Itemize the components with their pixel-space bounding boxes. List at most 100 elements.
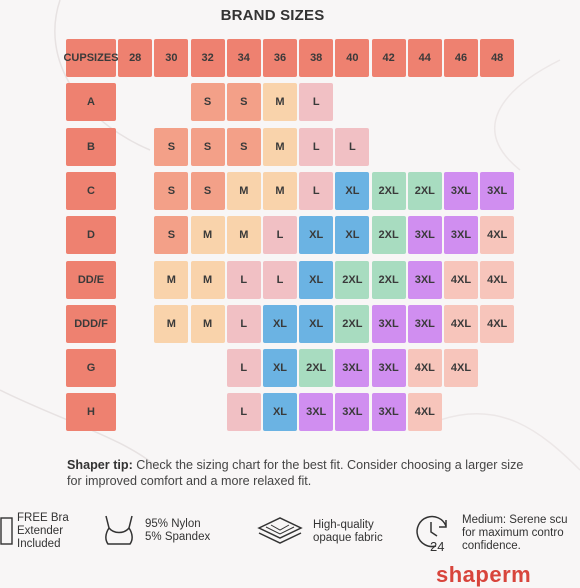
feature-text-compression: Medium: Serene scu for maximum contro co…	[462, 514, 568, 552]
feature-text-fabric-blend: 95% Nylon 5% Spandex	[145, 518, 211, 543]
size-cell: 3XL	[480, 171, 515, 210]
cup-sizes-header: CUP SIZES	[63, 39, 119, 77]
shaper-tip-label: Shaper tip:	[67, 458, 133, 472]
size-cell: L	[299, 83, 334, 122]
size-cell: 4XL	[444, 349, 478, 388]
size-cell: 3XL	[371, 393, 406, 432]
size-cell: L	[226, 260, 261, 299]
size-cell: XL	[335, 216, 370, 255]
size-cell: L	[299, 127, 334, 166]
band-size-header-28: 28	[118, 39, 153, 77]
cup-row-header: H	[66, 393, 116, 432]
size-cell: 3XL	[407, 260, 442, 299]
band-size-header-40: 40	[335, 39, 370, 77]
cup-row-header: A	[66, 83, 116, 122]
size-cell: M	[226, 216, 261, 255]
size-cell: 3XL	[371, 349, 406, 388]
size-cell: S	[226, 127, 261, 166]
size-cell: XL	[299, 304, 334, 343]
band-size-header-32: 32	[190, 39, 225, 77]
feature-strip: FREE Bra Extender Included 95% Nylon 5% …	[0, 508, 580, 568]
cup-row-header: C	[66, 171, 116, 210]
band-size-header-46: 46	[444, 39, 478, 77]
brand-logo-text: shaperm	[436, 562, 532, 587]
size-cell: 4XL	[407, 349, 442, 388]
size-cell: M	[190, 304, 225, 343]
size-cell: M	[154, 304, 189, 343]
size-cell: M	[190, 260, 225, 299]
band-size-header-44: 44	[407, 39, 442, 77]
size-cell: XL	[299, 260, 334, 299]
size-cell: M	[263, 83, 297, 122]
size-cell: S	[154, 127, 189, 166]
size-cell: L	[263, 260, 297, 299]
size-cell: S	[190, 127, 225, 166]
size-cell: 2XL	[371, 171, 406, 210]
size-cell: 2XL	[371, 216, 406, 255]
size-cell: XL	[263, 349, 297, 388]
size-cell: 3XL	[335, 393, 370, 432]
shaper-tip: Shaper tip: Check the sizing chart for t…	[67, 457, 537, 489]
size-cell: 4XL	[480, 216, 515, 255]
band-size-header-38: 38	[299, 39, 334, 77]
size-cell: L	[226, 393, 261, 432]
cup-row-header: B	[66, 127, 116, 166]
size-cell: M	[154, 260, 189, 299]
size-cell: 2XL	[407, 171, 442, 210]
size-cell: 4XL	[444, 260, 478, 299]
cup-row-header: DD/E	[66, 260, 116, 299]
fabric-layers-icon	[257, 517, 303, 544]
size-cell: 4XL	[407, 393, 442, 432]
size-cell: M	[263, 171, 297, 210]
band-size-header-34: 34	[226, 39, 261, 77]
size-cell: L	[226, 349, 261, 388]
size-cell: 3XL	[407, 216, 442, 255]
size-cell: XL	[299, 216, 334, 255]
cup-row-header: D	[66, 216, 116, 255]
size-cell: 3XL	[371, 304, 406, 343]
size-cell: 2XL	[371, 260, 406, 299]
cup-row-header: G	[66, 349, 116, 388]
size-cell: L	[263, 216, 297, 255]
size-cell: 3XL	[444, 171, 478, 210]
size-cell: S	[190, 83, 225, 122]
size-cell: 2XL	[299, 349, 334, 388]
feature-text-opaque: High-quality opaque fabric	[313, 519, 383, 544]
cup-sizes-header-line: SIZES	[86, 51, 119, 64]
cup-sizes-header-line: CUP	[63, 51, 87, 64]
band-size-header-30: 30	[154, 39, 189, 77]
shaper-tip-text: Check the sizing chart for the best fit.…	[67, 458, 524, 488]
page-title: BRAND SIZES	[220, 7, 325, 24]
size-cell: M	[263, 127, 297, 166]
size-cell: 3XL	[407, 304, 442, 343]
size-cell: XL	[263, 304, 297, 343]
size-cell: S	[226, 83, 261, 122]
size-cell: S	[190, 171, 225, 210]
bra-extender-icon	[0, 517, 13, 545]
size-cell: XL	[335, 171, 370, 210]
size-cell: S	[154, 216, 189, 255]
size-cell: S	[154, 171, 189, 210]
size-cell: M	[226, 171, 261, 210]
size-cell: 3XL	[444, 216, 478, 255]
size-cell: M	[190, 216, 225, 255]
feature-text-extender: FREE Bra Extender Included	[17, 512, 69, 550]
size-cell: 3XL	[335, 349, 370, 388]
size-cell: L	[335, 127, 370, 166]
band-size-header-36: 36	[263, 39, 297, 77]
cup-row-header: DDD/F	[66, 304, 116, 343]
size-cell: XL	[263, 393, 297, 432]
24-hour-clock-icon: 24	[416, 515, 447, 552]
size-cell: 2XL	[335, 304, 370, 343]
size-cell: L	[226, 304, 261, 343]
size-cell: L	[299, 171, 334, 210]
svg-text:24: 24	[430, 539, 444, 552]
size-cell: 4XL	[444, 304, 478, 343]
size-cell: 4XL	[480, 260, 515, 299]
size-cell: 2XL	[335, 260, 370, 299]
bra-icon	[105, 515, 133, 545]
band-size-header-48: 48	[480, 39, 515, 77]
band-size-header-42: 42	[371, 39, 406, 77]
size-cell: 4XL	[480, 304, 515, 343]
size-cell: 3XL	[299, 393, 334, 432]
